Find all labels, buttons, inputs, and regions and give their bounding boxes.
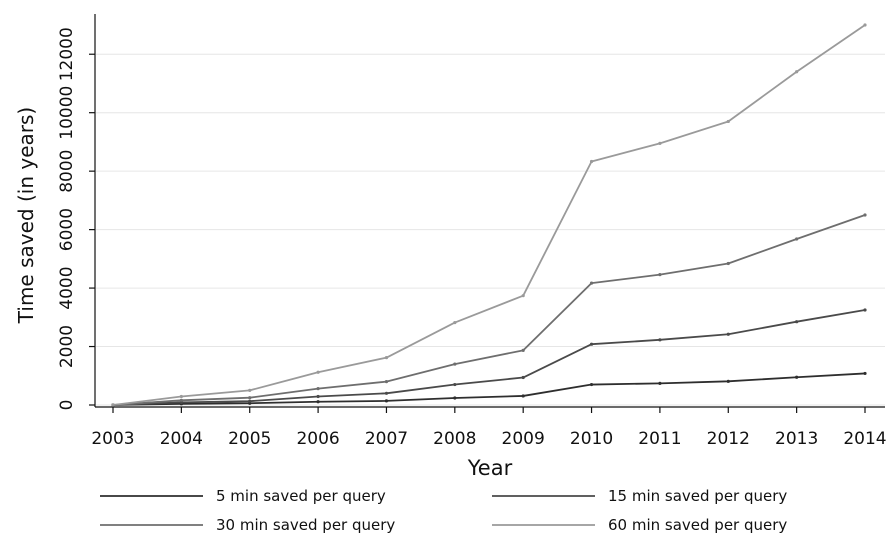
data-point	[658, 338, 662, 342]
data-point	[863, 371, 867, 376]
series-line	[112, 372, 866, 406]
data-point	[521, 394, 525, 398]
data-point	[384, 356, 389, 360]
y-tick-label: 8000	[57, 150, 77, 193]
x-tick-label: 2010	[570, 429, 613, 449]
x-tick-label: 2007	[365, 429, 408, 449]
legend-label: 15 min saved per query	[608, 487, 787, 505]
series-lines	[111, 23, 867, 407]
data-point	[589, 281, 594, 285]
legend-item: 60 min saved per query	[492, 516, 787, 534]
data-point	[179, 398, 183, 402]
data-point	[795, 237, 799, 241]
x-tick-label: 2008	[433, 429, 476, 449]
data-point	[726, 379, 730, 383]
data-point	[589, 382, 594, 387]
y-tick-label: 6000	[57, 208, 77, 251]
x-axis: 2003 2004 2005 2006 2007 2008 2009 2010 2011 2012…	[91, 406, 887, 449]
legend: 5 min saved per query 15 min saved per qu…	[100, 487, 787, 534]
data-point	[384, 399, 389, 403]
data-point	[726, 261, 730, 266]
x-tick-label: 2005	[228, 429, 271, 449]
x-tick-label: 2003	[91, 429, 134, 449]
x-tick-label: 2013	[775, 429, 818, 449]
x-tick-label: 2004	[160, 429, 203, 449]
x-tick-label: 2011	[638, 429, 681, 449]
data-point	[726, 332, 730, 336]
data-point	[453, 362, 457, 366]
data-point	[863, 23, 867, 27]
y-axis-title: Time saved (in years)	[14, 107, 38, 324]
y-tick-label: 0	[57, 400, 77, 411]
legend-label: 30 min saved per query	[216, 516, 395, 534]
series-line	[112, 214, 866, 406]
y-tick-label: 10000	[57, 86, 77, 140]
gridlines	[96, 53, 885, 406]
data-point	[384, 380, 389, 384]
data-point	[453, 382, 457, 387]
data-point	[453, 320, 457, 325]
data-point	[316, 400, 320, 404]
data-point	[521, 375, 525, 380]
data-point	[658, 381, 662, 385]
y-axis: 0 2000 4000 6000 8000 10000 12000	[57, 14, 96, 411]
data-point	[795, 320, 799, 324]
y-tick-label: 12000	[57, 27, 77, 81]
y-tick-label: 4000	[57, 266, 77, 309]
data-point	[589, 159, 594, 164]
legend-label: 5 min saved per query	[216, 487, 386, 505]
data-point	[589, 342, 594, 346]
legend-label: 60 min saved per query	[608, 516, 787, 534]
data-point	[248, 399, 252, 403]
data-point	[384, 391, 389, 395]
x-tick-label: 2014	[843, 429, 886, 449]
legend-item: 15 min saved per query	[492, 487, 787, 505]
data-point	[179, 394, 183, 399]
data-point	[453, 396, 457, 400]
x-tick-label: 2006	[296, 429, 339, 449]
series-line	[112, 24, 866, 406]
data-point	[248, 396, 252, 400]
data-point	[795, 70, 799, 74]
data-point	[316, 394, 320, 399]
series-line	[112, 309, 866, 406]
data-point	[795, 375, 799, 379]
legend-item: 5 min saved per query	[100, 487, 386, 505]
y-tick-label: 2000	[57, 325, 77, 368]
x-tick-label: 2012	[707, 429, 750, 449]
legend-item: 30 min saved per query	[100, 516, 395, 534]
data-point	[111, 403, 115, 407]
data-point	[726, 119, 730, 124]
data-point	[863, 308, 867, 312]
x-axis-title: Year	[467, 456, 513, 480]
data-point	[521, 294, 525, 298]
data-point	[863, 213, 867, 217]
data-point	[316, 370, 320, 374]
x-tick-label: 2009	[502, 429, 545, 449]
data-point	[521, 348, 525, 352]
data-point	[248, 388, 252, 392]
data-point	[658, 273, 662, 277]
data-point	[316, 387, 320, 391]
data-point	[658, 141, 662, 145]
